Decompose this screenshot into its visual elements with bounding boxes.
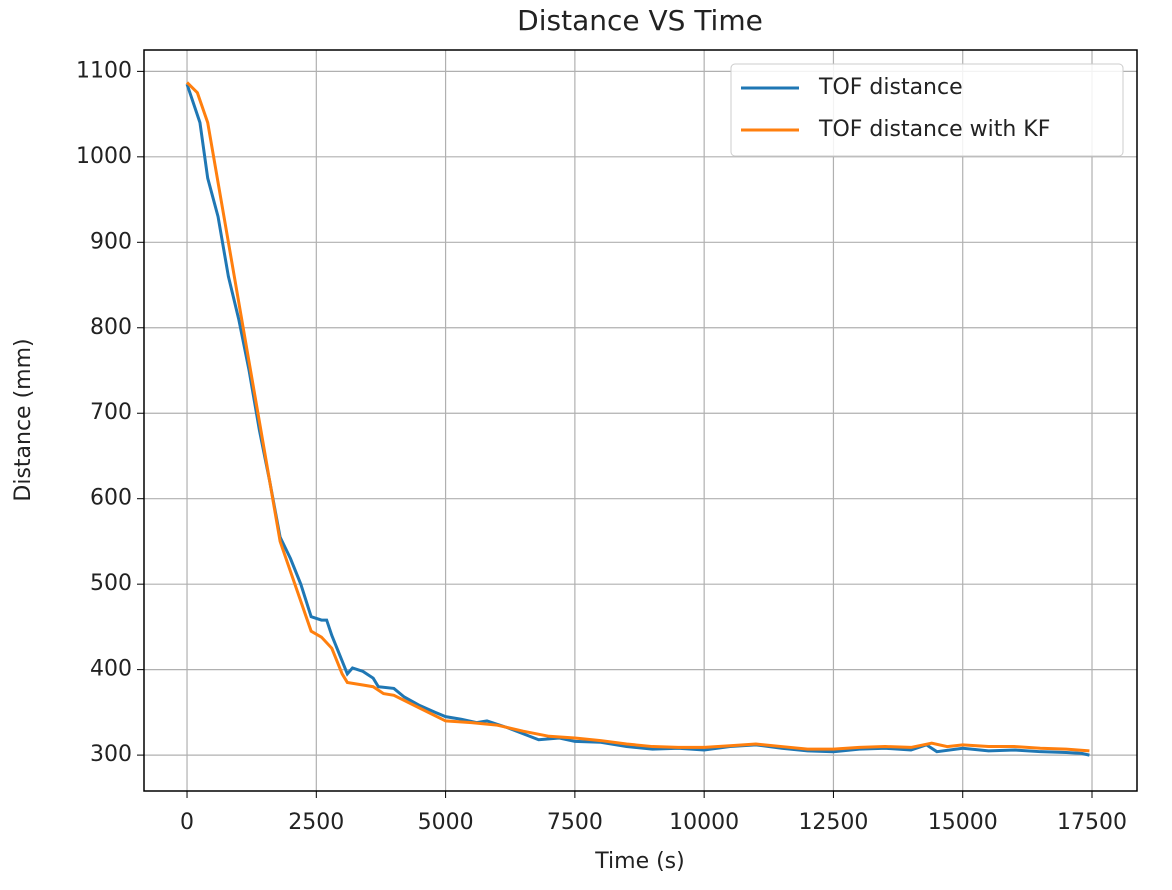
data-line bbox=[185, 83, 1090, 757]
y-tick-label: 800 bbox=[90, 315, 132, 340]
x-tick-label: 10000 bbox=[669, 810, 739, 835]
legend-label: TOF distance with KF bbox=[818, 117, 1050, 142]
y-tick-label: 1000 bbox=[76, 144, 132, 169]
legend-label: TOF distance bbox=[818, 75, 963, 100]
y-tick-label: 300 bbox=[90, 742, 132, 767]
y-tick-label: 500 bbox=[90, 571, 132, 596]
y-tick-label: 400 bbox=[90, 657, 132, 682]
y-tick-label: 1100 bbox=[76, 58, 132, 83]
y-tick-label: 700 bbox=[90, 400, 132, 425]
x-tick-label: 15000 bbox=[928, 810, 998, 835]
x-tick-label: 5000 bbox=[418, 810, 474, 835]
data-line bbox=[185, 81, 1090, 753]
y-tick-label: 900 bbox=[90, 229, 132, 254]
chart-title: Distance VS Time bbox=[517, 4, 763, 37]
x-axis-label: Time (s) bbox=[594, 849, 684, 874]
x-tick-label: 12500 bbox=[798, 810, 868, 835]
x-tick-label: 17500 bbox=[1057, 810, 1127, 835]
y-axis-label: Distance (mm) bbox=[11, 338, 36, 501]
x-tick-label: 2500 bbox=[288, 810, 344, 835]
legend-box bbox=[730, 63, 1124, 157]
y-tick-label: 600 bbox=[90, 486, 132, 511]
x-tick-label: 7500 bbox=[547, 810, 603, 835]
plot-frame bbox=[143, 49, 1138, 792]
x-tick-label: 0 bbox=[180, 810, 194, 835]
